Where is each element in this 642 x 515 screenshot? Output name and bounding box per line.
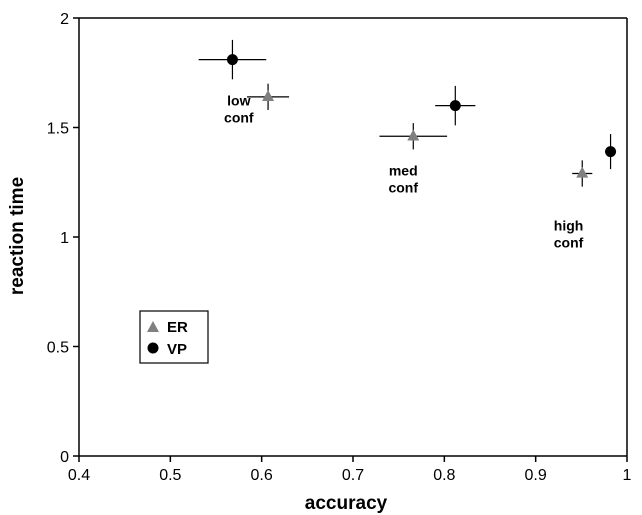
x-tick-label: 1 (623, 467, 632, 484)
annotation-high-conf: high conf (554, 217, 584, 250)
triangle-marker-icon (407, 129, 420, 141)
x-tick-label: 0.9 (525, 467, 547, 484)
legend-label-er: ER (167, 319, 188, 336)
point-vp (605, 134, 617, 170)
annotation-line: med (389, 163, 418, 179)
annotation-low-conf: low conf (224, 93, 254, 126)
legend: ER VP (139, 310, 209, 364)
triangle-marker-icon (262, 90, 275, 102)
annotation-line: high (554, 217, 584, 233)
legend-circle-icon (147, 342, 159, 354)
legend-label-vp: VP (167, 341, 187, 358)
y-tick-label: 2 (60, 11, 69, 28)
y-axis-label: reaction time (7, 177, 28, 295)
point-vp (198, 39, 267, 80)
x-tick-label: 0.4 (68, 467, 90, 484)
annotation-line: conf (554, 234, 584, 250)
circle-marker-icon (605, 146, 617, 158)
x-tick-label: 0.5 (159, 467, 181, 484)
point-er (247, 83, 290, 110)
point-er (379, 123, 448, 150)
triangle-marker-icon (576, 166, 589, 178)
axes-frame (78, 17, 628, 457)
annotation-line: conf (224, 110, 254, 126)
annotation-line: low (227, 93, 250, 109)
legend-triangle-icon (147, 321, 159, 332)
y-tick-label: 0.5 (47, 340, 69, 357)
x-tick-label: 0.8 (433, 467, 455, 484)
data-marks (198, 39, 617, 187)
circle-marker-icon (449, 100, 461, 112)
y-tick-label: 1 (60, 230, 69, 247)
y-tick-label: 1.5 (47, 121, 69, 138)
axis-ticks: 0.4 0.5 0.6 0.7 0.8 0.9 1 0 0.5 1 1.5 2 (47, 11, 632, 484)
point-vp (435, 85, 476, 126)
x-axis-label: accuracy (305, 493, 388, 514)
y-tick-label: 0 (60, 449, 69, 466)
x-tick-label: 0.6 (251, 467, 273, 484)
annotation-med-conf: med conf (388, 163, 418, 196)
x-tick-label: 0.7 (342, 467, 364, 484)
annotation-line: conf (388, 180, 418, 196)
circle-marker-icon (226, 54, 238, 66)
point-er (572, 160, 593, 187)
legend-box (139, 310, 209, 364)
